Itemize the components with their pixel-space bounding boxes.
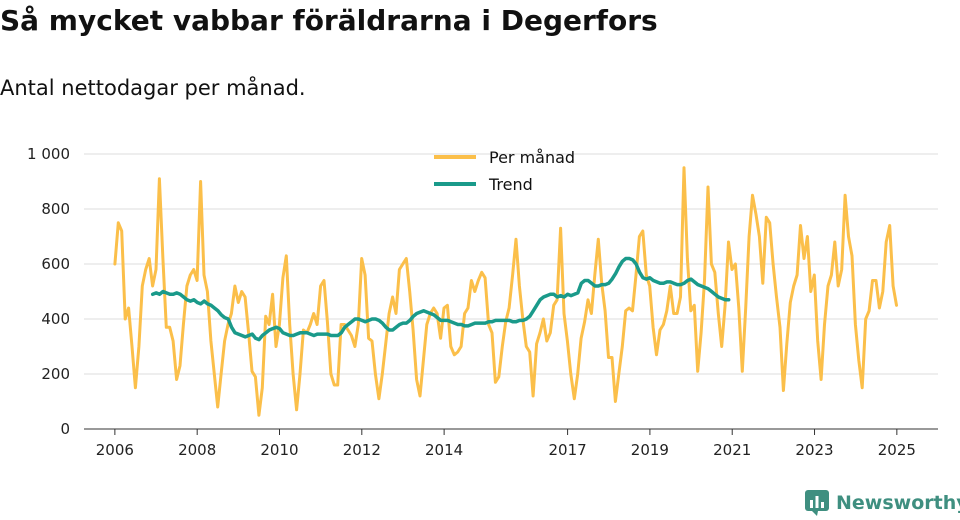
y-tick-label: 800 (41, 200, 70, 218)
x-tick-label: 2021 (713, 441, 751, 459)
y-tick-label: 1 000 (27, 145, 70, 163)
x-tick-label: 2010 (260, 441, 298, 459)
x-tick-label: 2008 (178, 441, 216, 459)
series-line-trend (150, 256, 731, 342)
legend-label: Trend (488, 175, 533, 194)
series-line-per-manad (113, 166, 898, 417)
y-tick-label: 600 (41, 255, 70, 273)
newsworthy-logo-icon (805, 490, 829, 516)
x-tick-label: 2014 (425, 441, 463, 459)
chart-subtitle: Antal nettodagar per månad. (0, 76, 306, 100)
axes: 0 200 400 600 800 1 000 2006 2008 2010 2012 2014 20… (27, 145, 938, 459)
y-tick-label: 200 (41, 365, 70, 383)
brand-name: Newsworthy (836, 492, 960, 514)
y-tick-label: 0 (60, 420, 70, 438)
y-tick-label: 400 (41, 310, 70, 328)
x-tick-label: 2023 (795, 441, 833, 459)
chart-title: Så mycket vabbar föräldrarna i Degerfors (0, 4, 658, 37)
newsworthy-brand: Newsworthy (804, 489, 960, 517)
x-tick-label: 2017 (548, 441, 586, 459)
legend-label: Per månad (489, 148, 575, 167)
series-lines (113, 166, 898, 417)
x-tick-label: 2025 (878, 441, 916, 459)
x-tick-label: 2012 (343, 441, 381, 459)
legend: Per månad Trend (434, 148, 575, 194)
x-tick-label: 2006 (96, 441, 134, 459)
gridlines (84, 153, 938, 375)
x-tick-label: 2019 (631, 441, 669, 459)
